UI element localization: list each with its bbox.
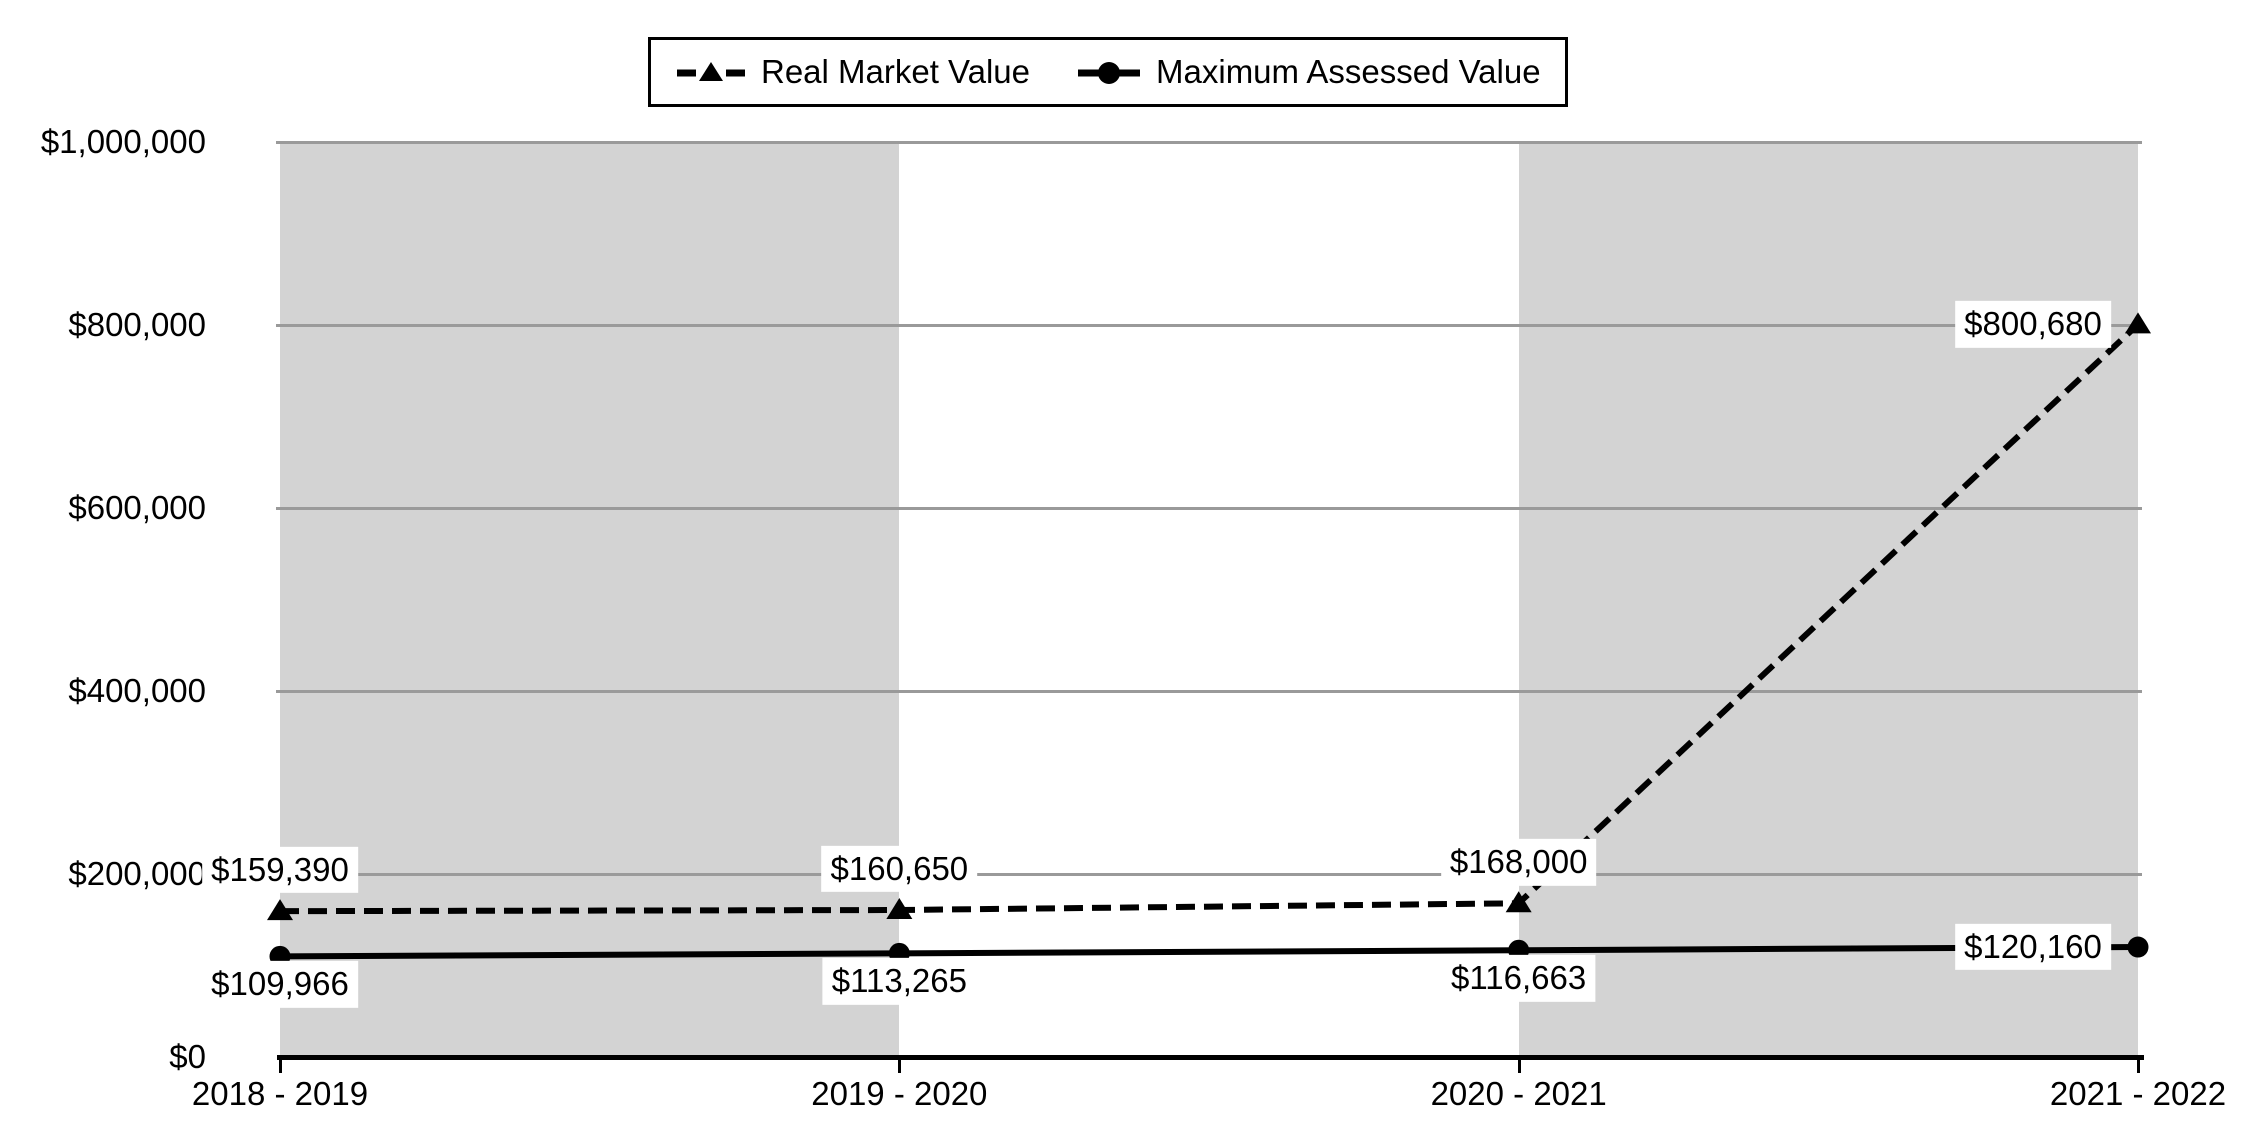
x-axis-tick	[1517, 1060, 1521, 1073]
triangle-marker	[267, 899, 293, 921]
x-axis-tick-label: 2019 - 2020	[811, 1075, 988, 1112]
y-axis-tick-label: $600,000	[68, 489, 206, 526]
x-axis-tick-label: 2018 - 2019	[191, 1075, 369, 1112]
dashed-line-triangle-sample-icon	[677, 62, 745, 81]
data-label: $120,160	[1955, 923, 2111, 971]
legend-item-real-market-value: Real Market Value	[677, 53, 1030, 91]
real-market-value-line	[279, 322, 2141, 915]
data-label: $800,680	[1955, 301, 2111, 348]
legend-item-maximum-assessed-value: Maximum Assessed Value	[1078, 53, 1541, 91]
solid-line-circle-sample-icon	[1078, 62, 1141, 84]
x-axis-tick	[279, 1060, 282, 1073]
legend-label-real-market-value: Real Market Value	[761, 53, 1031, 90]
plot-band	[280, 142, 900, 1057]
x-axis-tick	[898, 1060, 902, 1073]
triangle-marker	[1505, 891, 1532, 913]
y-gridline	[276, 507, 2142, 510]
y-axis-tick-label: $400,000	[68, 672, 206, 709]
legend: Real Market Value Maximum Assessed Value	[648, 37, 1568, 107]
y-gridline	[276, 141, 2142, 144]
y-axis-tick-label: $1,000,000	[40, 123, 206, 160]
legend-label-maximum-assessed-value: Maximum Assessed Value	[1156, 53, 1541, 90]
y-gridline	[276, 873, 2142, 876]
x-axis-line	[277, 1055, 2144, 1060]
data-label: $109,966	[202, 961, 358, 1008]
data-label: $159,390	[202, 847, 358, 894]
y-axis-tick-label: $0	[169, 1038, 206, 1075]
maximum-assessed-value-line	[279, 944, 2139, 960]
y-axis-tick-label: $800,000	[68, 306, 206, 343]
circle-marker	[2127, 936, 2149, 958]
triangle-marker	[886, 898, 913, 920]
data-label: $116,663	[1442, 955, 1596, 1002]
x-axis-tick	[2137, 1060, 2140, 1073]
x-axis-tick-label: 2020 - 2021	[1430, 1075, 1607, 1112]
triangle-marker	[2125, 312, 2151, 334]
data-label: $168,000	[1440, 839, 1597, 886]
y-gridline	[276, 690, 2142, 693]
y-gridline	[276, 324, 2142, 327]
data-label: $160,650	[821, 845, 978, 893]
y-axis-tick-label: $200,000	[68, 855, 206, 892]
data-label: $113,265	[822, 958, 976, 1005]
plot-band	[1518, 142, 2138, 1057]
x-axis-tick-label: 2021 - 2022	[2049, 1075, 2227, 1112]
